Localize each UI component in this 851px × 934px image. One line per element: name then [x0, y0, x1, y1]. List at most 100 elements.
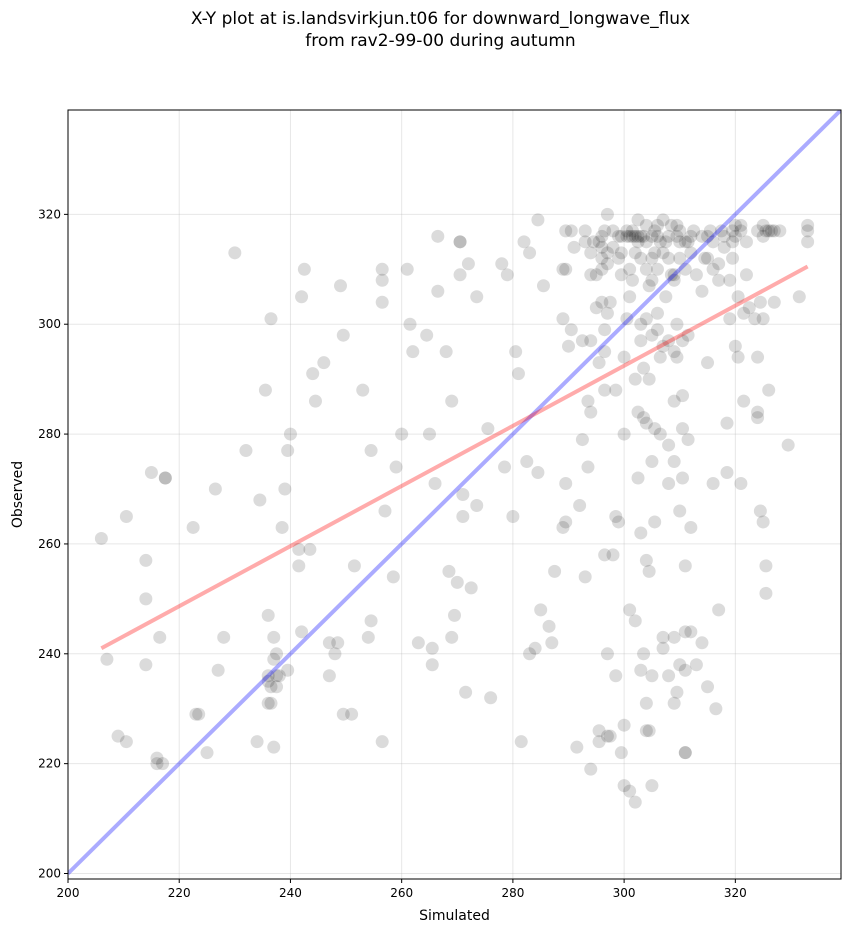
scatter-point [676, 334, 690, 348]
scatter-point [400, 262, 414, 276]
scatter-point [614, 746, 628, 760]
scatter-point [119, 509, 133, 523]
scatter-point [695, 229, 709, 243]
scatter-point [670, 229, 684, 243]
scatter-point [639, 553, 653, 567]
scatter-point [759, 224, 773, 238]
scatter-point [617, 427, 631, 441]
scatter-point [617, 718, 631, 732]
scatter-point [208, 482, 222, 496]
scatter-point [801, 235, 815, 249]
scatter-point [425, 658, 439, 672]
scatter-point [667, 273, 681, 287]
scatter-point [144, 466, 158, 480]
scatter-point [670, 685, 684, 699]
scatter-point [712, 273, 726, 287]
scatter-point [762, 224, 776, 238]
scatter-point [728, 339, 742, 353]
scatter-point [420, 328, 434, 342]
scatter-point [628, 229, 642, 243]
scatter-point [567, 240, 581, 254]
scatter-point [375, 295, 389, 309]
scatter-point [595, 251, 609, 265]
scatter-point [509, 345, 523, 359]
scatter-point [336, 328, 350, 342]
scatter-point [592, 724, 606, 738]
scatter-point [687, 224, 701, 238]
scatter-point [620, 312, 634, 326]
scatter-point [717, 240, 731, 254]
scatter-point [639, 235, 653, 249]
scatter-point [459, 685, 473, 699]
scatter-point [264, 312, 278, 326]
scatter-point [595, 262, 609, 276]
scatter-point [481, 422, 495, 436]
scatter-point [781, 438, 795, 452]
scatter-point [681, 433, 695, 447]
scatter-point [645, 273, 659, 287]
scatter-point [156, 757, 170, 771]
scatter-point [695, 284, 709, 298]
scatter-point [470, 498, 484, 512]
scatter-point [662, 438, 676, 452]
scatter-point [361, 630, 375, 644]
scatter-point [200, 746, 214, 760]
x-tick-label: 320 [724, 886, 747, 900]
scatter-point [653, 350, 667, 364]
scatter-point [659, 290, 673, 304]
scatter-point [456, 488, 470, 501]
scatter-point [642, 724, 656, 738]
chart-title-line-2: from rav2-99-00 during autumn [305, 31, 576, 51]
scatter-point [328, 647, 342, 661]
scatter-point [662, 251, 676, 265]
scatter-point [592, 356, 606, 370]
scatter-point [648, 246, 662, 260]
scatter-point [292, 559, 306, 573]
scatter-point [623, 229, 637, 243]
scatter-point [792, 290, 806, 304]
scatter-point [664, 218, 678, 232]
scatter-point [500, 268, 514, 282]
scatter-point [751, 405, 765, 419]
scatter-point [659, 235, 673, 249]
scatter-point [751, 350, 765, 364]
scatter-point [272, 669, 286, 683]
scatter-point [261, 674, 275, 688]
scatter-point [648, 422, 662, 436]
scatter-point [403, 317, 417, 331]
scatter-point [281, 444, 295, 458]
scatter-point [678, 746, 692, 760]
scatter-point [600, 246, 614, 260]
scatter-point [670, 218, 684, 232]
scatter-point [375, 735, 389, 749]
scatter-point [648, 224, 662, 238]
scatter-point [634, 334, 648, 348]
scatter-point [801, 224, 815, 238]
scatter-point [150, 757, 164, 771]
x-tick-label: 280 [501, 886, 524, 900]
scatter-point [445, 630, 459, 644]
scatter-point [267, 652, 281, 666]
scatter-point [386, 570, 400, 584]
scatter-point [634, 251, 648, 265]
scatter-point [603, 295, 617, 309]
scatter-point [389, 460, 403, 474]
scatter-point [425, 641, 439, 655]
scatter-point [523, 647, 537, 661]
scatter-point [261, 608, 275, 622]
scatter-point [628, 614, 642, 628]
scatter-point [239, 444, 253, 458]
scatter-point [642, 372, 656, 386]
scatter-point [656, 630, 670, 644]
scatter-point [189, 707, 203, 721]
scatter-point [720, 416, 734, 430]
scatter-point [726, 224, 740, 238]
scatter-point [589, 268, 603, 282]
scatter-point [631, 213, 645, 227]
scatter-point [634, 317, 648, 331]
scatter-point [333, 279, 347, 293]
scatter-point [584, 762, 598, 776]
scatter-point [767, 295, 781, 309]
scatter-point [676, 389, 690, 403]
scatter-point [773, 224, 787, 238]
